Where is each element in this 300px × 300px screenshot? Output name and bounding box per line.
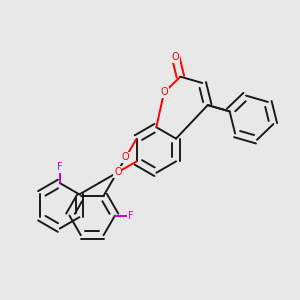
Text: O: O bbox=[114, 167, 122, 177]
Text: O: O bbox=[172, 52, 179, 62]
Text: O: O bbox=[160, 88, 168, 98]
Text: O: O bbox=[122, 152, 130, 162]
Text: F: F bbox=[57, 162, 62, 172]
Text: F: F bbox=[128, 211, 134, 220]
